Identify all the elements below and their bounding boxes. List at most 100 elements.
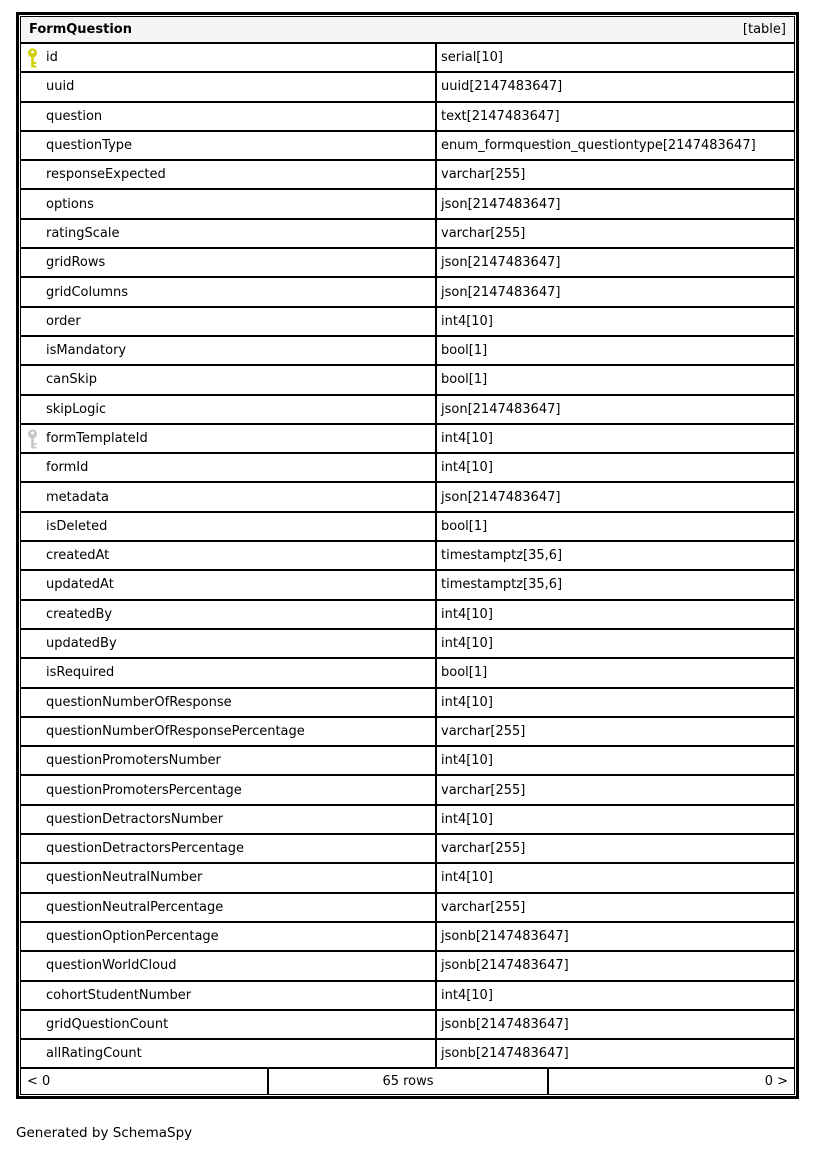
column-type-cell: jsonb[2147483647] bbox=[436, 1009, 795, 1040]
column-name: options bbox=[46, 196, 94, 212]
column-type-cell: jsonb[2147483647] bbox=[436, 921, 795, 952]
column-type: int4[10] bbox=[441, 753, 493, 769]
column-type-cell: varchar[255] bbox=[436, 834, 795, 864]
table-row: canSkip bool[1] bbox=[20, 365, 795, 395]
table-row: createdAt timestamptz[35,6] bbox=[20, 541, 795, 571]
column-type-cell: timestamptz[35,6] bbox=[436, 570, 795, 600]
column-name-cell: questionDetractorsNumber bbox=[20, 804, 436, 835]
column-type-cell: int4[10] bbox=[436, 980, 795, 1010]
column-name-cell: questionNumberOfResponsePercentage bbox=[20, 716, 436, 747]
column-name-cell: createdAt bbox=[20, 541, 436, 571]
column-name: questionPromotersPercentage bbox=[46, 782, 242, 798]
column-type-cell: int4[10] bbox=[436, 306, 795, 336]
table-row: isMandatory bool[1] bbox=[20, 335, 795, 366]
column-type: varchar[255] bbox=[441, 167, 526, 183]
key-icon-slot bbox=[27, 634, 38, 654]
column-type: json[2147483647] bbox=[441, 196, 561, 212]
key-icon-slot bbox=[27, 282, 38, 302]
column-type: json[2147483647] bbox=[441, 401, 561, 417]
table-row: questionDetractorsPercentage varchar[255… bbox=[20, 834, 795, 864]
table-row: isRequired bool[1] bbox=[20, 658, 795, 688]
table-row: question text[2147483647] bbox=[20, 101, 795, 131]
column-name: ratingScale bbox=[46, 225, 120, 241]
table-row: gridRows json[2147483647] bbox=[20, 248, 795, 278]
column-name-cell: allRatingCount bbox=[20, 1039, 436, 1069]
column-name-cell: updatedAt bbox=[20, 570, 436, 600]
column-name: responseExpected bbox=[46, 167, 166, 183]
table-row: metadata json[2147483647] bbox=[20, 482, 795, 512]
table-row: cohortStudentNumber int4[10] bbox=[20, 980, 795, 1010]
column-name-cell: cohortStudentNumber bbox=[20, 980, 436, 1010]
column-name: questionNeutralNumber bbox=[46, 870, 203, 886]
column-type-cell: bool[1] bbox=[436, 658, 795, 688]
column-name-cell: questionWorldCloud bbox=[20, 951, 436, 981]
table-row: id serial[10] bbox=[20, 43, 795, 73]
key-icon-slot bbox=[27, 399, 38, 419]
column-type: timestamptz[35,6] bbox=[441, 577, 563, 593]
column-name-cell: formId bbox=[20, 453, 436, 483]
key-icon-slot bbox=[27, 985, 38, 1005]
column-type: varchar[255] bbox=[441, 841, 526, 857]
key-icon-slot bbox=[27, 546, 38, 566]
column-name: questionNeutralPercentage bbox=[46, 899, 224, 915]
column-name: isMandatory bbox=[46, 343, 127, 359]
column-type: json[2147483647] bbox=[441, 489, 561, 505]
key-icon-slot bbox=[27, 663, 38, 683]
column-name: question bbox=[46, 108, 103, 124]
column-type-cell: enum_formquestion_questiontype[214748364… bbox=[436, 130, 795, 161]
column-name-cell: questionOptionPercentage bbox=[20, 921, 436, 952]
key-icon-slot bbox=[27, 897, 38, 917]
column-type-cell: varchar[255] bbox=[436, 716, 795, 747]
column-name-cell: metadata bbox=[20, 482, 436, 512]
column-type: bool[1] bbox=[441, 665, 488, 681]
column-name-cell: gridColumns bbox=[20, 277, 436, 307]
column-type-cell: int4[10] bbox=[436, 687, 795, 717]
footer-parents-count: 0 > bbox=[548, 1068, 795, 1096]
key-icon-slot bbox=[27, 106, 38, 126]
column-type-cell: json[2147483647] bbox=[436, 248, 795, 278]
column-name-cell: isRequired bbox=[20, 658, 436, 688]
column-type-cell: int4[10] bbox=[436, 423, 795, 454]
key-icon-slot bbox=[27, 136, 38, 156]
column-name: createdAt bbox=[46, 548, 110, 564]
column-name: uuid bbox=[46, 79, 75, 95]
column-type: text[2147483647] bbox=[441, 108, 560, 124]
column-type-cell: int4[10] bbox=[436, 746, 795, 776]
column-type-cell: json[2147483647] bbox=[436, 189, 795, 219]
column-name: questionNumberOfResponsePercentage bbox=[46, 723, 305, 739]
table-row: responseExpected varchar[255] bbox=[20, 160, 795, 190]
footer-row-count: 65 rows bbox=[268, 1068, 548, 1096]
table-row: questionOptionPercentage jsonb[214748364… bbox=[20, 921, 795, 952]
generated-by-credit: Generated by SchemaSpy bbox=[16, 1125, 193, 1142]
column-type-cell: json[2147483647] bbox=[436, 482, 795, 512]
column-name: isRequired bbox=[46, 665, 115, 681]
column-type: bool[1] bbox=[441, 343, 488, 359]
column-type: serial[10] bbox=[441, 50, 503, 66]
column-type: jsonb[2147483647] bbox=[441, 1046, 569, 1062]
column-name-cell: order bbox=[20, 306, 436, 336]
column-type: int4[10] bbox=[441, 460, 493, 476]
column-type: int4[10] bbox=[441, 870, 493, 886]
column-type-cell: bool[1] bbox=[436, 511, 795, 542]
column-type: int4[10] bbox=[441, 636, 493, 652]
column-type: int4[10] bbox=[441, 694, 493, 710]
column-type-cell: timestamptz[35,6] bbox=[436, 541, 795, 571]
table-row: questionWorldCloud jsonb[2147483647] bbox=[20, 951, 795, 981]
column-name-cell: formTemplateId bbox=[20, 423, 436, 454]
column-name-cell: options bbox=[20, 189, 436, 219]
table-row: questionType enum_formquestion_questiont… bbox=[20, 130, 795, 161]
column-name: questionDetractorsNumber bbox=[46, 811, 224, 827]
table-row: updatedAt timestamptz[35,6] bbox=[20, 570, 795, 600]
table-row: updatedBy int4[10] bbox=[20, 628, 795, 659]
key-icon-slot bbox=[27, 165, 38, 185]
key-icon-slot bbox=[27, 809, 38, 829]
column-name: formTemplateId bbox=[46, 431, 148, 446]
key-icon-slot bbox=[27, 751, 38, 771]
column-name-cell: question bbox=[20, 101, 436, 131]
column-type-cell: serial[10] bbox=[436, 43, 795, 73]
column-name: questionType bbox=[46, 138, 133, 154]
column-name: questionOptionPercentage bbox=[46, 929, 219, 945]
primary-key-icon bbox=[27, 48, 38, 68]
table-row: formId int4[10] bbox=[20, 453, 795, 483]
table-row: skipLogic json[2147483647] bbox=[20, 394, 795, 424]
